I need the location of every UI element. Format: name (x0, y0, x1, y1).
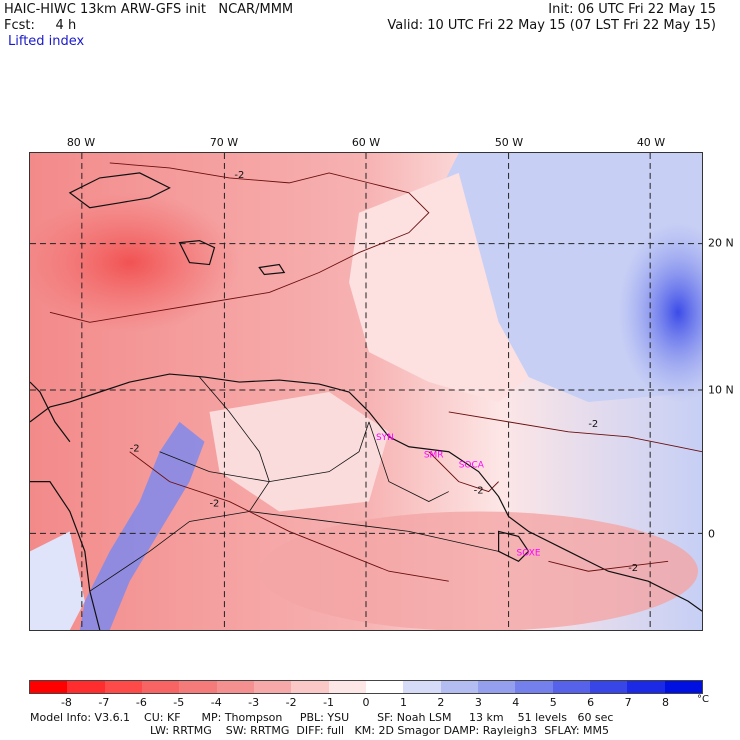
colorbar-swatch (627, 681, 665, 693)
chart-title: HAIC-HIWC 13km ARW-GFS init NCAR/MMM (4, 2, 294, 17)
neutral-band (349, 172, 529, 402)
colorbar-tick-label: 0 (362, 696, 370, 709)
colorbar-tick-label: 7 (624, 696, 632, 709)
colorbar-swatch (589, 681, 628, 693)
colorbar (29, 680, 703, 694)
colorbar-tick-label: 1 (399, 696, 407, 709)
lon-label-60w: 60 W (351, 136, 381, 149)
colorbar-swatch (515, 681, 553, 693)
borders (89, 376, 499, 592)
colorbar-swatch (440, 681, 478, 693)
colorbar-tick-label: -3 (248, 696, 260, 709)
colorbar-swatch (179, 681, 217, 693)
init-time: Init: 06 UTC Fri 22 May 15 (548, 2, 716, 17)
colorbar-tick-label: -1 (323, 696, 335, 709)
colorbar-tick-label: -4 (210, 696, 222, 709)
coastlines (30, 172, 702, 630)
contour-label: -2 (474, 486, 484, 497)
colorbar-unit: °C (697, 694, 709, 705)
colorbar-swatch (552, 681, 590, 693)
model-info-line1: Model Info: V3.6.1 CU: KF MP: Thompson P… (30, 711, 614, 724)
contour-label: -2 (588, 419, 598, 430)
model-info-line2: LW: RRTMG SW: RRTMG DIFF: full KM: 2D Sm… (150, 724, 610, 737)
neutral-area-interior (209, 391, 389, 512)
lon-label-70w: 70 W (209, 136, 239, 149)
contour-label: -2 (209, 499, 219, 510)
lon-label-80w: 80 W (66, 136, 96, 149)
colorbar-swatch (67, 681, 105, 693)
stable-core-east (618, 222, 702, 402)
lon-label-50w: 50 W (494, 136, 524, 149)
city-label-smr: SMR (424, 451, 444, 461)
pacific-neutral (30, 531, 85, 630)
lat-label-20n: 20 N (708, 236, 734, 250)
colorbar-tick-label: 5 (549, 696, 557, 709)
colorbar-swatch (30, 681, 68, 693)
colorbar-tick-label: -7 (98, 696, 110, 709)
forecast-hour: Fcst: 4 h (4, 18, 77, 33)
unstable-core-south (259, 511, 698, 630)
contour-labels: -2 -2 -2 -2 -2 -2 (130, 170, 638, 574)
colorbar-swatch (403, 681, 441, 693)
andes-stable (79, 421, 205, 630)
colorbar-swatch (141, 681, 180, 693)
field-name: Lifted index (8, 34, 85, 49)
colorbar-swatch (664, 681, 702, 693)
lifted-index-map: -2 -2 -2 -2 -2 -2 SYN SMR SOCA SOXE (29, 152, 703, 631)
colorbar-tick-label: 6 (587, 696, 595, 709)
lon-label-40w: 40 W (636, 136, 666, 149)
colorbar-swatch (365, 681, 404, 693)
colorbar-tick-label: 2 (437, 696, 445, 709)
colorbar-tick-label: -2 (285, 696, 297, 709)
contour-label: -2 (130, 444, 140, 455)
city-label-syn: SYN (376, 433, 394, 443)
colorbar-swatch (104, 681, 142, 693)
colorbar-tick-label: 8 (662, 696, 670, 709)
contour-label: -2 (628, 563, 638, 574)
colorbar-swatch (477, 681, 516, 693)
lat-label-0: 0 (708, 527, 715, 541)
valid-time: Valid: 10 UTC Fri 22 May 15 (07 LST Fri … (387, 18, 716, 33)
colorbar-swatch (328, 681, 366, 693)
contour-label: -2 (234, 170, 244, 181)
colorbar-swatch (216, 681, 254, 693)
colorbar-tick-label: -8 (60, 696, 72, 709)
colorbar-tick-label: -5 (173, 696, 185, 709)
colorbar-swatch (253, 681, 292, 693)
lat-label-10n: 10 N (708, 383, 734, 397)
colorbar-swatch (291, 681, 329, 693)
city-label-soca: SOCA (459, 461, 485, 471)
unstable-core-west (30, 192, 240, 333)
colorbar-tick-label: 3 (474, 696, 482, 709)
grid-lines (30, 153, 702, 630)
colorbar-tick-label: -6 (135, 696, 147, 709)
contours (49, 162, 702, 582)
colorbar-tick-label: 4 (512, 696, 520, 709)
city-label-soxe: SOXE (517, 548, 541, 558)
